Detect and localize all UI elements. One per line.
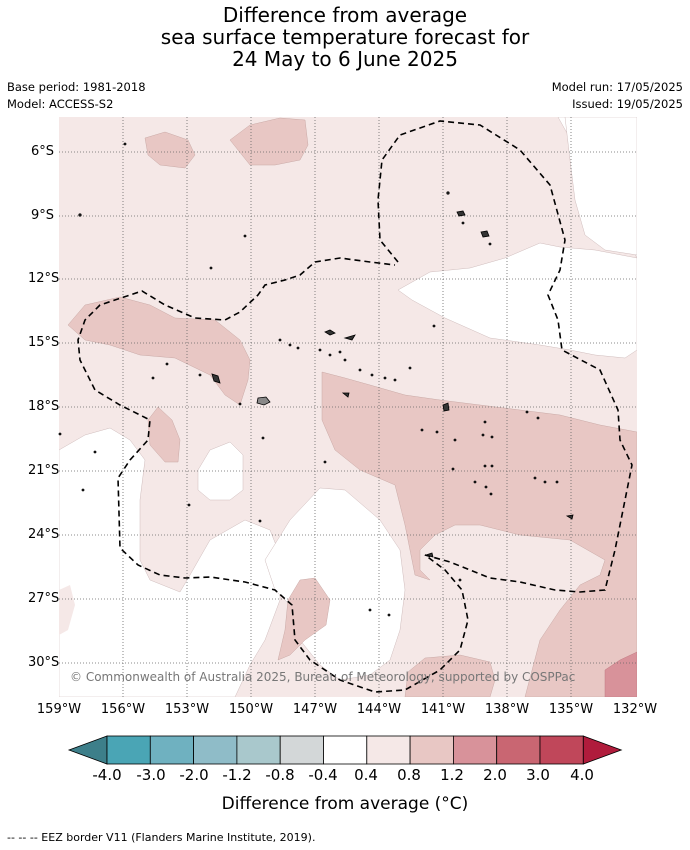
lat-label-24s: 24°S: [28, 527, 60, 542]
colorbar-label: -4.0: [92, 766, 122, 784]
colorbar-swatch: [539, 735, 584, 765]
colorbar-swatch: [452, 735, 498, 765]
lon-label-159w: 159°W: [36, 702, 82, 717]
colorbar-swatch: [409, 735, 454, 765]
lon-label-156w: 156°W: [100, 702, 146, 717]
colorbar: [67, 735, 623, 765]
colorbar-swatch: [236, 735, 281, 765]
colorbar-label: 2.0: [483, 766, 507, 784]
warm-region-top-left: [144, 131, 196, 169]
island-rarotonga: [256, 396, 271, 406]
neutral-region-left: [59, 427, 281, 697]
colorbar-swatch: [193, 735, 238, 765]
colorbar-label: 0.4: [354, 766, 378, 784]
neutral-region-center: [197, 441, 244, 501]
colorbar-label: -0.4: [308, 766, 338, 784]
colorbar-label: -1.2: [222, 766, 252, 784]
island-group-aitutaki: [211, 373, 221, 384]
neutral-region-left-small: [59, 585, 75, 635]
colorbar-swatch: [366, 735, 411, 765]
colorbar-label: -2.0: [179, 766, 209, 784]
islands: [58, 142, 574, 617]
colorbar-title: Difference from average (°C): [221, 794, 469, 814]
colorbar-swatch: [496, 735, 541, 765]
colorbar-label: -3.0: [136, 766, 166, 784]
colorbar-label: 3.0: [526, 766, 550, 784]
lon-label-147w: 147°W: [292, 702, 338, 717]
lon-label-150w: 150°W: [228, 702, 274, 717]
warm-region-south: [277, 577, 331, 661]
island-atoll-4: [480, 230, 490, 238]
eez-legend-note: -- -- -- EEZ border V11 (Flanders Marine…: [7, 831, 316, 844]
gridlines: [59, 117, 637, 697]
island-atoll-2: [343, 334, 356, 341]
title-line-2: sea surface temperature forecast for: [160, 25, 530, 49]
lat-label-18s: 18°S: [28, 399, 60, 414]
colorbar-swatch: [106, 735, 151, 765]
lat-label-9s: 9°S: [30, 208, 54, 223]
island-atoll-5: [442, 402, 450, 412]
title-line-1: Difference from average: [222, 3, 468, 27]
map-title: Difference from average sea surface temp…: [0, 4, 690, 70]
island-atoll-3: [456, 210, 466, 217]
lon-label-144w: 144°W: [356, 702, 402, 717]
lat-label-30s: 30°S: [28, 655, 60, 670]
neutral-region-upper-right: [397, 117, 637, 359]
warm-region-east: [321, 371, 637, 697]
colorbar-extend-high: [582, 735, 623, 765]
issued-date: Issued: 19/05/2025: [572, 97, 683, 111]
colorbar-swatch: [149, 735, 195, 765]
lon-label-141w: 141°W: [420, 702, 466, 717]
lat-label-21s: 21°S: [28, 463, 60, 478]
model-name: Model: ACCESS-S2: [7, 97, 114, 111]
island-atoll-6: [341, 392, 350, 398]
title-line-3: 24 May to 6 June 2025: [232, 47, 458, 71]
colorbar-label: 1.2: [440, 766, 464, 784]
colorbar-extend-low: [67, 735, 108, 765]
model-run: Model run: 17/05/2025: [551, 80, 683, 94]
lon-label-138w: 138°W: [484, 702, 530, 717]
copyright-notice: © Commonwealth of Australia 2025, Bureau…: [70, 670, 575, 684]
warm-region-west: [67, 296, 251, 406]
colorbar-swatch: [279, 735, 324, 765]
colorbar-label: 4.0: [570, 766, 594, 784]
island-atoll-1: [324, 329, 336, 336]
lat-label-12s: 12°S: [28, 271, 60, 286]
base-period: Base period: 1981-2018: [7, 80, 146, 94]
warm-region-bottom: [404, 654, 496, 697]
warm-region-west-small: [147, 406, 181, 463]
warm-region-top: [229, 117, 309, 166]
neutral-region-top-right: [564, 117, 637, 256]
island-atoll-7: [565, 514, 574, 520]
lon-label-135w: 135°W: [548, 702, 594, 717]
island-atoll-8: [424, 552, 434, 558]
colorbar-label: 0.8: [397, 766, 421, 784]
colorbar-label: -0.8: [265, 766, 295, 784]
lat-label-15s: 15°S: [28, 335, 60, 350]
lon-label-153w: 153°W: [164, 702, 210, 717]
lat-label-6s: 6°S: [30, 144, 54, 159]
lat-label-27s: 27°S: [28, 591, 60, 606]
colorbar-swatch: [323, 735, 368, 765]
lon-label-132w: 132°W: [612, 702, 658, 717]
